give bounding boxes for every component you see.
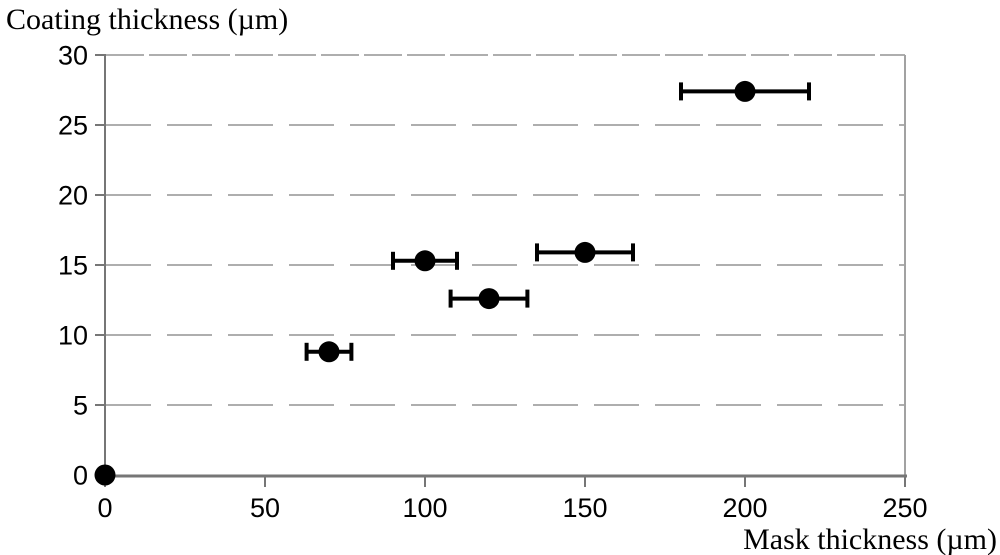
y-tick-label: 30 <box>58 41 88 71</box>
y-tick-label: 20 <box>58 181 88 211</box>
y-axis-title: Coating thickness (µm) <box>6 3 288 36</box>
x-axis-title: Mask thickness (µm) <box>743 523 997 555</box>
data-point <box>318 341 340 363</box>
data-point <box>414 250 436 272</box>
y-tick-label: 0 <box>73 461 88 491</box>
x-tick-label: 100 <box>402 493 447 523</box>
x-tick-label: 0 <box>97 493 112 523</box>
x-tick-labels: 0 50 100 150 200 250 <box>97 493 927 523</box>
data-series <box>94 80 811 486</box>
x-tick-label: 50 <box>250 493 280 523</box>
x-tick-label: 200 <box>722 493 767 523</box>
axes <box>104 55 907 486</box>
y-tick-label: 5 <box>73 391 88 421</box>
data-point <box>94 464 116 486</box>
data-point <box>478 288 500 310</box>
x-tick-label: 150 <box>562 493 607 523</box>
y-tick-label: 25 <box>58 111 88 141</box>
y-tick-labels: 0 5 10 15 20 25 30 <box>58 41 88 491</box>
y-tick-label: 15 <box>58 251 88 281</box>
gridlines <box>106 54 905 406</box>
data-point <box>734 80 756 102</box>
data-point <box>574 241 596 263</box>
y-tick-label: 10 <box>58 321 88 351</box>
x-tick-label: 250 <box>882 493 927 523</box>
tick-marks <box>95 54 906 487</box>
